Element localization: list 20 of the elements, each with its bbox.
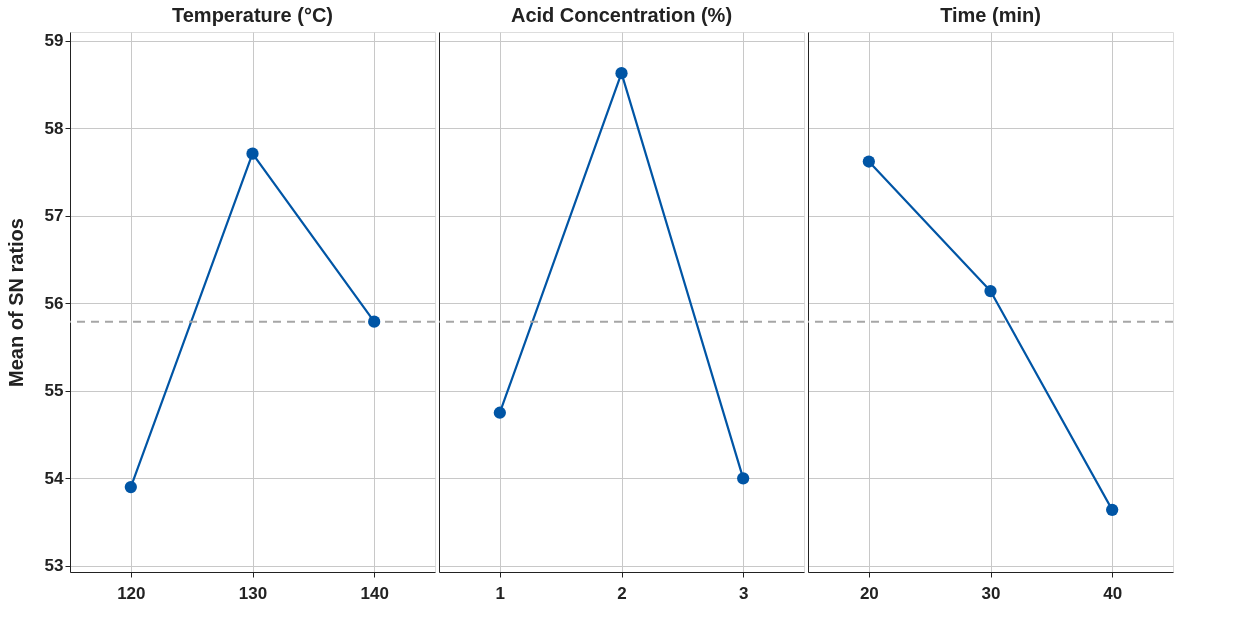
y-tick-label: 57 — [44, 206, 64, 226]
y-tick-label: 56 — [44, 293, 64, 313]
x-tick-label: 20 — [859, 583, 879, 603]
y-tick-label: 55 — [44, 381, 64, 401]
x-tick-label: 40 — [1103, 583, 1123, 603]
y-tick-label: 58 — [44, 118, 64, 138]
x-tick-label: 140 — [360, 583, 389, 603]
chart-title: Acid Concentration (%) — [510, 4, 733, 26]
x-tick-label: 130 — [238, 583, 268, 603]
chart-title: Time (min) — [940, 4, 1041, 26]
y-tick-label: 53 — [44, 556, 64, 576]
y-axis-title: Mean of SN ratios — [4, 218, 27, 387]
y-tick-label: 59 — [44, 31, 64, 51]
y-tick-label: 54 — [44, 468, 65, 488]
x-tick-label: 30 — [981, 583, 1001, 603]
x-tick-label: 3 — [738, 583, 749, 603]
x-tick-label: 2 — [617, 583, 627, 603]
x-tick-label: 1 — [495, 583, 506, 603]
x-tick-label: 120 — [117, 583, 146, 603]
chart-title: Temperature (°C) — [172, 3, 333, 26]
